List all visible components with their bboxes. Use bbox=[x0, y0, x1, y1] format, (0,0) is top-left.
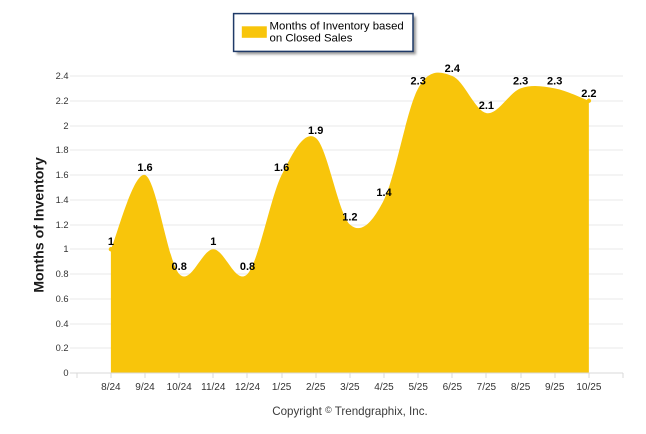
svg-text:1.4: 1.4 bbox=[376, 187, 392, 199]
svg-text:0.8: 0.8 bbox=[240, 261, 255, 273]
svg-text:8/25: 8/25 bbox=[511, 382, 531, 393]
svg-text:7/25: 7/25 bbox=[477, 382, 497, 393]
svg-text:Months of Inventory: Months of Inventory bbox=[32, 157, 48, 293]
svg-text:1.6: 1.6 bbox=[137, 162, 152, 174]
svg-text:4/25: 4/25 bbox=[374, 382, 394, 393]
svg-text:1: 1 bbox=[63, 244, 68, 254]
svg-text:2.3: 2.3 bbox=[547, 75, 562, 87]
svg-text:1.2: 1.2 bbox=[56, 220, 69, 230]
svg-text:11/24: 11/24 bbox=[201, 382, 226, 393]
svg-text:Months of Inventory based: Months of Inventory based bbox=[270, 21, 404, 33]
svg-text:2.4: 2.4 bbox=[445, 63, 461, 75]
svg-text:8/24: 8/24 bbox=[101, 382, 121, 393]
svg-text:2.2: 2.2 bbox=[581, 88, 596, 100]
svg-text:2.3: 2.3 bbox=[411, 75, 426, 87]
svg-text:5/25: 5/25 bbox=[408, 382, 428, 393]
svg-text:on Closed Sales: on Closed Sales bbox=[270, 33, 353, 45]
svg-text:10/24: 10/24 bbox=[167, 382, 192, 393]
svg-text:1.8: 1.8 bbox=[56, 145, 69, 155]
svg-text:2.4: 2.4 bbox=[56, 71, 69, 81]
svg-text:6/25: 6/25 bbox=[443, 382, 463, 393]
svg-text:1: 1 bbox=[108, 236, 114, 248]
svg-text:0.8: 0.8 bbox=[56, 269, 69, 279]
svg-text:1.6: 1.6 bbox=[274, 162, 289, 174]
svg-text:1.2: 1.2 bbox=[342, 212, 357, 224]
svg-text:1: 1 bbox=[210, 236, 216, 248]
svg-text:0.4: 0.4 bbox=[56, 319, 69, 329]
svg-text:1.4: 1.4 bbox=[56, 195, 69, 205]
svg-text:1.6: 1.6 bbox=[56, 170, 69, 180]
svg-text:Copyright © Trendgraphix, Inc.: Copyright © Trendgraphix, Inc. bbox=[272, 405, 428, 418]
svg-text:2/25: 2/25 bbox=[306, 382, 326, 393]
svg-text:10/25: 10/25 bbox=[576, 382, 601, 393]
svg-text:9/25: 9/25 bbox=[545, 382, 565, 393]
svg-text:12/24: 12/24 bbox=[235, 382, 260, 393]
svg-text:2.2: 2.2 bbox=[56, 96, 69, 106]
svg-text:3/25: 3/25 bbox=[340, 382, 360, 393]
svg-text:0.8: 0.8 bbox=[172, 261, 187, 273]
svg-text:2.1: 2.1 bbox=[479, 100, 494, 112]
svg-text:2.3: 2.3 bbox=[513, 75, 528, 87]
svg-text:0: 0 bbox=[63, 368, 68, 378]
svg-text:1/25: 1/25 bbox=[272, 382, 292, 393]
svg-text:9/24: 9/24 bbox=[135, 382, 155, 393]
svg-text:2: 2 bbox=[63, 121, 68, 131]
svg-text:0.6: 0.6 bbox=[56, 294, 69, 304]
svg-text:0.2: 0.2 bbox=[56, 343, 69, 353]
svg-text:1.9: 1.9 bbox=[308, 125, 323, 137]
